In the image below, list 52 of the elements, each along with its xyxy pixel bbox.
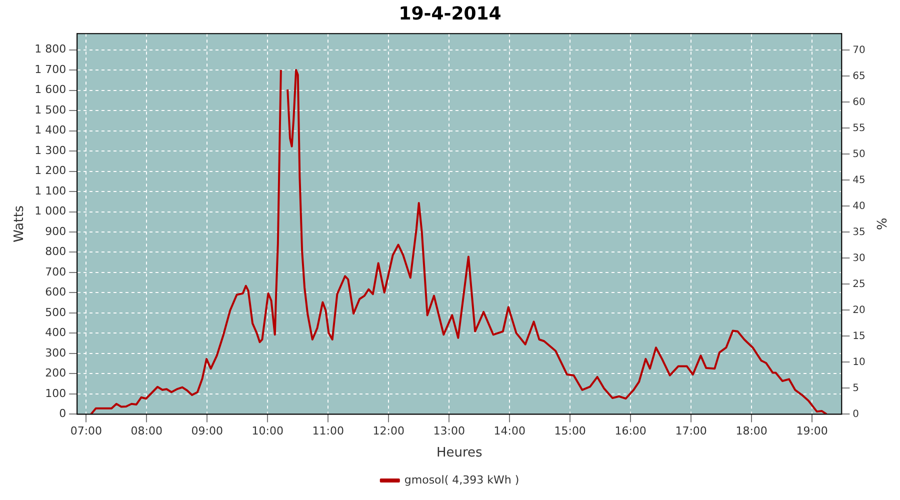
- x-tick-label: 19:00: [796, 424, 828, 438]
- y2-tick-label: 10: [852, 356, 866, 368]
- x-tick-label: 18:00: [736, 424, 768, 438]
- x-axis-title: Heures: [436, 446, 483, 461]
- y2-tick-label: 5: [852, 382, 860, 394]
- y2-tick-label: 60: [852, 96, 866, 108]
- x-tick-label: 11:00: [312, 424, 344, 438]
- y-tick-label: 1 400: [34, 124, 66, 137]
- y-tick-label: 1 700: [34, 62, 66, 76]
- y2-tick-label: 35: [852, 226, 866, 238]
- y-tick-label: 400: [45, 326, 66, 340]
- y-tick-label: 800: [45, 245, 66, 258]
- y-tick-label: 1 000: [34, 204, 66, 218]
- y-tick-label: 1 600: [34, 83, 66, 96]
- y2-tick-label: 30: [852, 252, 866, 264]
- y2-tick-label: 55: [852, 122, 866, 134]
- y2-tick-label: 20: [852, 304, 866, 316]
- x-tick-label: 17:00: [675, 424, 707, 438]
- y-tick-label: 700: [45, 265, 66, 278]
- y-tick-label: 900: [45, 224, 66, 238]
- y-tick-label: 300: [45, 346, 66, 360]
- y-tick-label: 1 200: [34, 164, 66, 178]
- legend-label: gmosol( 4,393 kWh ): [404, 473, 520, 486]
- x-tick-label: 12:00: [372, 424, 404, 438]
- y2-tick-label: 40: [852, 200, 866, 212]
- y2-tick-label: 70: [852, 44, 866, 56]
- y-tick-label: 1 500: [34, 103, 66, 116]
- y2-axis-title: %: [872, 218, 888, 230]
- x-tick-label: 16:00: [614, 424, 646, 438]
- y-axis-title: Watts: [12, 205, 28, 242]
- x-tick-label: 09:00: [191, 424, 223, 438]
- x-tick-label: 15:00: [554, 424, 586, 438]
- x-tick-label: 14:00: [494, 424, 526, 438]
- y2-tick-label: 45: [852, 174, 866, 186]
- y-tick-label: 0: [59, 407, 66, 420]
- y2-tick-label: 25: [852, 278, 866, 290]
- y2-tick-label: 50: [852, 148, 866, 160]
- x-tick-label: 10:00: [252, 424, 284, 438]
- y2-tick-label: 0: [852, 408, 860, 420]
- chart-title: 19-4-2014: [398, 3, 502, 24]
- y-tick-label: 1 100: [34, 184, 66, 198]
- y2-tick-label: 15: [852, 330, 866, 342]
- y-tick-label: 100: [45, 386, 66, 400]
- y2-tick-label: 65: [852, 70, 866, 82]
- y-tick-label: 500: [45, 306, 66, 319]
- y-tick-label: 200: [45, 366, 66, 380]
- y-tick-label: 1 800: [34, 42, 66, 56]
- y-tick-label: 600: [45, 286, 66, 299]
- x-tick-label: 07:00: [70, 424, 102, 438]
- x-tick-label: 08:00: [130, 424, 163, 438]
- y-tick-label: 1 300: [34, 144, 66, 157]
- x-tick-label: 13:00: [433, 424, 465, 438]
